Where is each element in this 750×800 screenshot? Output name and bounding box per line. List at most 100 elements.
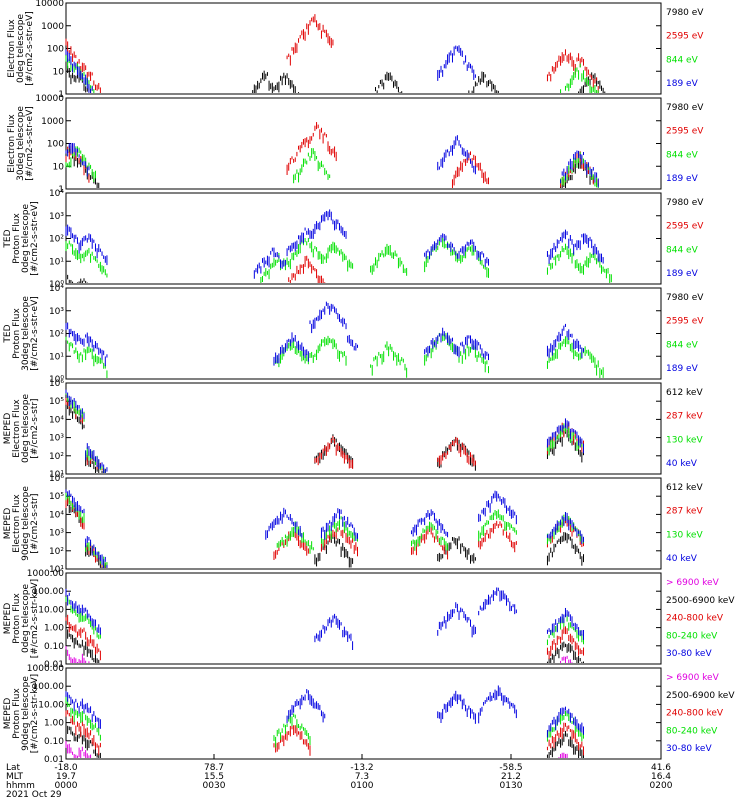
y-tick-label: 10³ xyxy=(49,434,64,444)
legend-entry: 844 eV xyxy=(666,55,699,65)
y-axis-label: Proton Flux xyxy=(12,688,22,739)
y-axis-label: [#/cm2-s-str-eV] xyxy=(30,296,40,371)
legend-entry: 7980 eV xyxy=(666,293,704,303)
y-tick-label: 10⁴ xyxy=(49,415,64,425)
y-axis-label: Proton Flux xyxy=(12,213,22,264)
x-row-label: hhmm xyxy=(6,781,35,791)
x-tick-label-hhmm: 0200 xyxy=(650,781,673,791)
y-axis-label: 30deg telescope xyxy=(16,106,26,181)
x-row-label: Lat xyxy=(6,763,21,773)
y-axis-label: MEPED xyxy=(3,603,13,635)
y-tick-label: 10⁵ xyxy=(49,397,64,407)
y-tick-label: 10¹ xyxy=(49,352,64,362)
y-tick-label: 10² xyxy=(49,330,64,340)
y-axis-label: MEPED xyxy=(3,413,13,445)
y-tick-label: 1 xyxy=(58,185,64,195)
legend-entry: 189 eV xyxy=(666,364,699,374)
y-tick-label: 10¹ xyxy=(49,257,64,267)
y-tick-label: 10 xyxy=(53,162,65,172)
y-tick-label: 10.00 xyxy=(38,700,64,710)
legend-entry: 612 keV xyxy=(666,483,703,493)
y-tick-label: 1000.00 xyxy=(27,664,64,674)
y-axis-label: 90deg telescope xyxy=(21,486,31,561)
y-axis-label: Electron Flux xyxy=(7,114,17,173)
x-row-label: 2021 Oct 29 xyxy=(6,790,62,800)
y-axis-label: 90deg telescope xyxy=(21,676,31,751)
legend-entry: 189 eV xyxy=(666,79,699,89)
x-tick-label-lat: -18.0 xyxy=(54,763,78,773)
y-axis-label: [#/cm2-s-str] xyxy=(30,398,40,458)
panel-5-frame xyxy=(65,382,662,475)
panel-3-frame xyxy=(65,192,662,285)
x-tick-label-lat: 78.7 xyxy=(204,763,224,773)
y-tick-label: 1.00 xyxy=(44,719,64,729)
y-axis-label: TED xyxy=(3,324,13,343)
y-axis-label: Electron Flux xyxy=(12,494,22,553)
x-tick-label-mlt: 7.3 xyxy=(355,772,369,782)
panel-4-frame xyxy=(65,287,662,380)
legend-entry: 7980 eV xyxy=(666,198,704,208)
y-axis-label: 0deg telescope xyxy=(21,204,31,274)
legend-entry: 30-80 keV xyxy=(666,744,712,754)
legend-entry: 844 eV xyxy=(666,245,699,255)
x-tick-label-mlt: 16.4 xyxy=(651,772,671,782)
y-tick-label: 0.01 xyxy=(44,660,64,670)
y-tick-label: 10.00 xyxy=(38,605,64,615)
y-axis-label: Proton Flux xyxy=(12,308,22,359)
legend-entry: 844 eV xyxy=(666,340,699,350)
legend-entry: 2500-6900 keV xyxy=(666,596,735,606)
x-row-label: MLT xyxy=(6,772,24,782)
legend-entry: 80-240 keV xyxy=(666,726,718,736)
x-tick-label-hhmm: 0130 xyxy=(500,781,523,791)
y-tick-label: 0.01 xyxy=(44,755,64,765)
y-tick-label: 0.10 xyxy=(44,737,64,747)
legend-entry: 130 keV xyxy=(666,530,703,540)
legend-entry: 2500-6900 keV xyxy=(666,691,735,701)
legend-entry: 40 keV xyxy=(666,459,698,469)
y-tick-label: 10³ xyxy=(49,529,64,539)
legend-entry: 844 eV xyxy=(666,150,699,160)
y-tick-label: 1000.00 xyxy=(27,569,64,579)
y-tick-label: 10³ xyxy=(49,212,64,222)
x-tick-label-mlt: 15.5 xyxy=(204,772,224,782)
y-tick-label: 10⁶ xyxy=(49,474,64,484)
y-tick-label: 100.00 xyxy=(33,682,65,692)
legend-entry: 2595 eV xyxy=(666,317,704,327)
y-axis-label: [#/cm2-s-str] xyxy=(30,493,40,553)
y-axis-label: Electron Flux xyxy=(12,399,22,458)
y-tick-label: 10000 xyxy=(35,94,64,104)
y-tick-label: 10⁰ xyxy=(49,280,64,290)
y-axis-label: Proton Flux xyxy=(12,593,22,644)
x-tick-label-mlt: 21.2 xyxy=(501,772,521,782)
y-axis-label: [#/cm2-s-str-eV] xyxy=(25,11,35,86)
y-axis-label: [#/cm2-s-str-eV] xyxy=(30,201,40,276)
y-tick-label: 10² xyxy=(49,547,64,557)
y-tick-label: 10 xyxy=(53,67,65,77)
y-axis-label: [#/cm2-s-str-keV] xyxy=(30,579,40,658)
legend-entry: 240-800 keV xyxy=(666,614,724,624)
y-axis-label: MEPED xyxy=(3,508,13,540)
legend-entry: 189 eV xyxy=(666,174,699,184)
legend-entry: 130 keV xyxy=(666,435,703,445)
legend-entry: 189 eV xyxy=(666,269,699,279)
legend-entry: 240-800 keV xyxy=(666,709,724,719)
y-tick-label: 10⁴ xyxy=(49,189,64,199)
x-tick-label-hhmm: 0100 xyxy=(351,781,374,791)
panel-6-frame xyxy=(65,477,662,570)
legend-entry: 612 keV xyxy=(666,388,703,398)
legend-entry: 7980 eV xyxy=(666,8,704,18)
y-axis-label: [#/cm2-s-str-keV] xyxy=(30,674,40,753)
y-axis-label: 0deg telescope xyxy=(21,584,31,654)
y-tick-label: 1 xyxy=(58,90,64,100)
legend-entry: 287 keV xyxy=(666,412,703,422)
y-tick-label: 0.10 xyxy=(44,642,64,652)
y-tick-label: 10⁵ xyxy=(49,492,64,502)
y-axis-label: TED xyxy=(3,229,13,248)
y-axis-label: 0deg telescope xyxy=(16,14,26,84)
legend-entry: 80-240 keV xyxy=(666,631,718,641)
legend-entry: 40 keV xyxy=(666,554,698,564)
y-tick-label: 1000 xyxy=(41,117,64,127)
legend-entry: 287 keV xyxy=(666,507,703,517)
x-tick-label-hhmm: 0030 xyxy=(203,781,226,791)
